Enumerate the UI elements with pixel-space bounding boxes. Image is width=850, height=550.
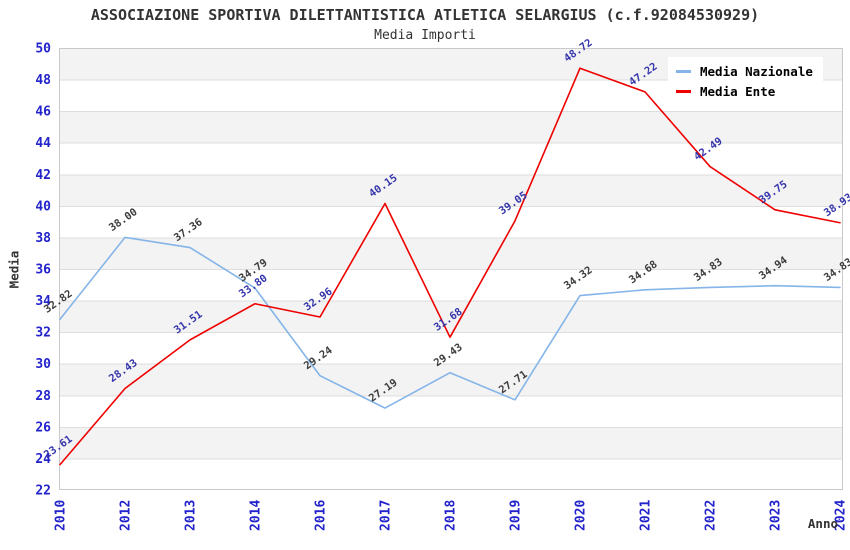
- x-tick-label: 2021: [639, 500, 654, 531]
- x-tick-label: 2013: [184, 500, 199, 531]
- plot-band: [59, 426, 843, 459]
- x-tick-label: 2017: [379, 500, 394, 531]
- x-tick-label: 2016: [314, 500, 329, 531]
- y-tick-label: 36: [35, 263, 51, 278]
- y-tick-label: 24: [35, 452, 51, 467]
- x-tick-label: 2020: [574, 500, 589, 531]
- x-tick-label: 2014: [249, 500, 264, 531]
- y-tick-label: 30: [35, 357, 51, 372]
- x-axis-title: Anno: [807, 516, 838, 531]
- plot-band: [59, 111, 843, 143]
- x-tick-label: 2023: [769, 500, 784, 531]
- chart-title: ASSOCIAZIONE SPORTIVA DILETTANTISTICA AT…: [90, 6, 760, 24]
- y-tick-label: 34: [35, 294, 51, 309]
- series-line-media-ente: [59, 67, 841, 466]
- x-tick-label: 2012: [119, 500, 134, 531]
- plot-border: [59, 48, 843, 490]
- legend-item-media-nazionale: Media Nazionale: [676, 61, 813, 81]
- chart-subtitle: Media Importi: [374, 28, 476, 43]
- series-line-media-nazionale: [59, 236, 841, 409]
- legend-label: Media Nazionale: [700, 63, 813, 79]
- y-tick-label: 22: [35, 484, 51, 499]
- plot-band: [59, 363, 843, 396]
- x-tick-label: 2018: [444, 500, 459, 531]
- legend-item-media-ente: Media Ente: [676, 81, 813, 101]
- y-tick-label: 44: [35, 136, 51, 151]
- data-label-media-nazionale: 38.00: [107, 206, 140, 234]
- x-tick-label: 2024: [834, 500, 849, 531]
- plot-band: [59, 237, 843, 269]
- media-nazionale-swatch-icon: [676, 69, 691, 73]
- y-tick-label: 40: [35, 199, 51, 214]
- x-tick-label: 2022: [704, 500, 719, 531]
- y-tick-label: 46: [35, 105, 51, 120]
- legend-label: Media Ente: [700, 83, 776, 99]
- plot-band: [59, 174, 843, 206]
- y-tick-label: 50: [35, 42, 51, 57]
- y-tick-label: 26: [35, 420, 51, 435]
- y-tick-label: 38: [35, 231, 51, 246]
- y-tick-label: 42: [35, 168, 51, 183]
- y-tick-label: 48: [35, 73, 51, 88]
- x-tick-label: 2010: [54, 500, 69, 531]
- legend: Media Nazionale Media Ente: [668, 57, 823, 105]
- y-tick-label: 28: [35, 389, 51, 404]
- x-tick-label: 2019: [509, 500, 524, 531]
- y-tick-label: 32: [35, 326, 51, 341]
- media-ente-swatch-icon: [676, 89, 691, 93]
- plot-band: [59, 300, 843, 333]
- y-axis-title: Media: [6, 250, 22, 289]
